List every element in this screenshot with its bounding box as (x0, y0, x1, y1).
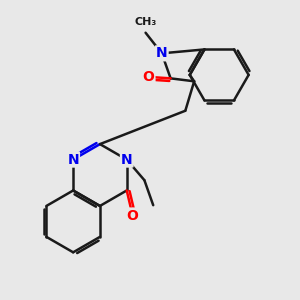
Text: O: O (142, 70, 154, 84)
Text: N: N (156, 46, 168, 60)
Text: N: N (68, 153, 79, 166)
Text: CH₃: CH₃ (134, 17, 157, 27)
Text: N: N (121, 153, 133, 166)
Text: O: O (127, 208, 139, 223)
